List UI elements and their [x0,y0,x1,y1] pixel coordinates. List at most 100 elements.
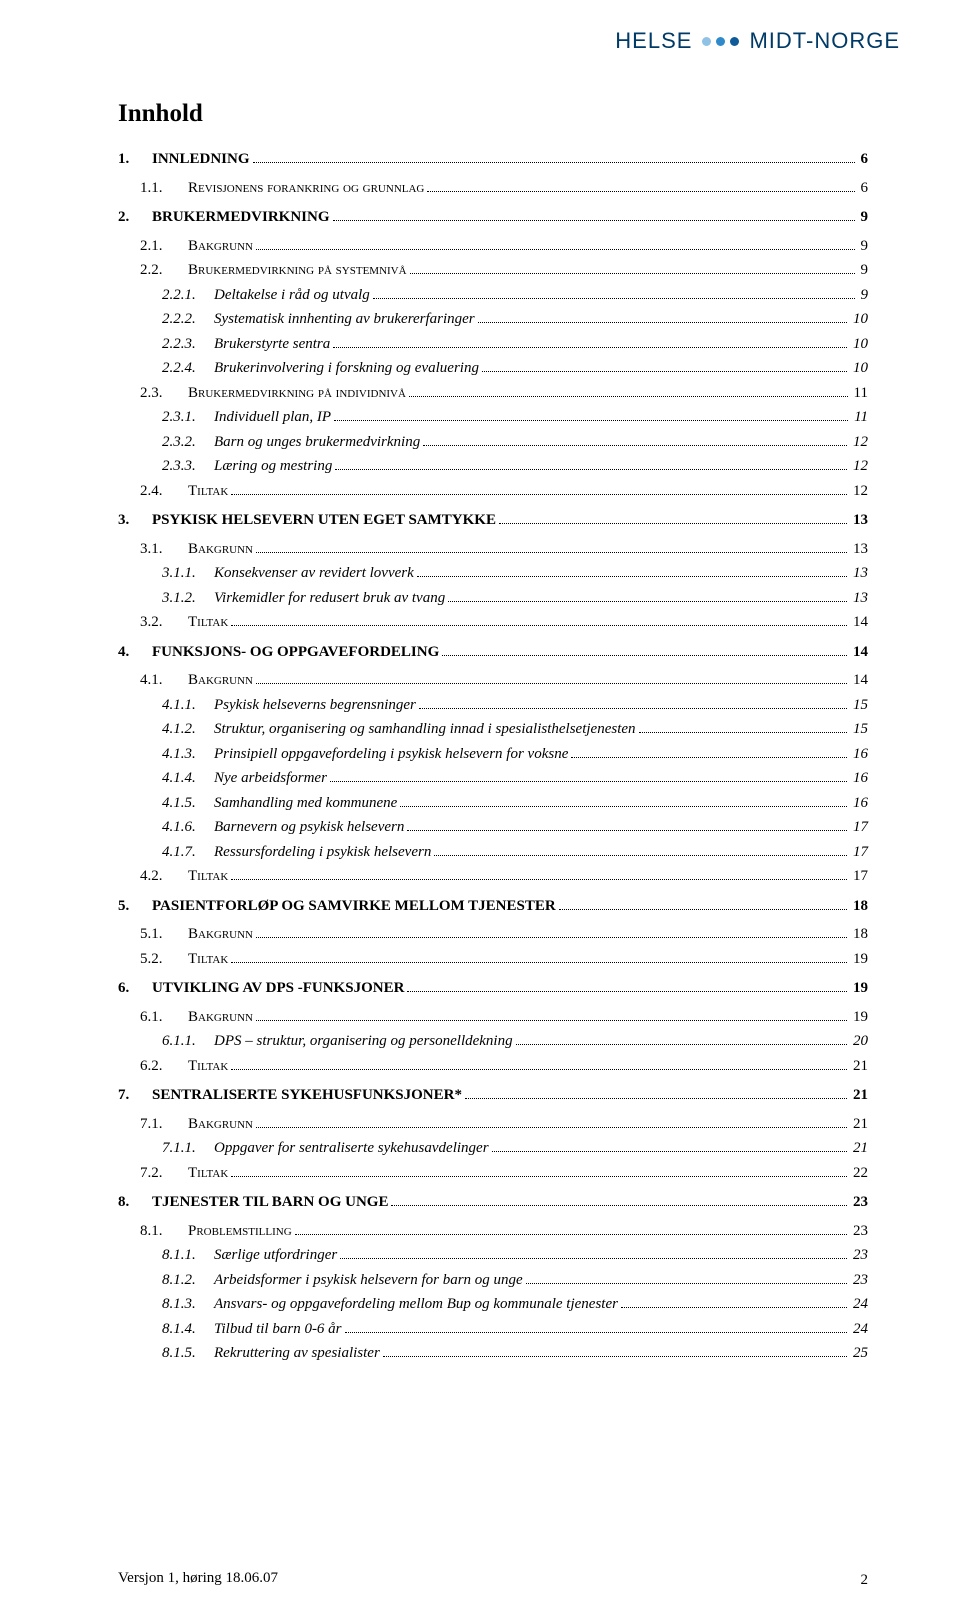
toc-entry[interactable]: 6.1.1.DPS – struktur, organisering og pe… [118,1030,868,1053]
toc-entry[interactable]: 2.4.Tiltak 12 [118,480,868,503]
toc-leader [256,1020,847,1021]
toc-label: Bakgrunn [188,669,253,692]
toc-label: Bakgrunn [188,1113,253,1136]
toc-entry[interactable]: 5.PASIENTFORLØP OG SAMVIRKE MELLOM TJENE… [118,895,868,918]
toc-number: 3. [118,509,152,532]
toc-entry[interactable]: 8.1.2.Arbeidsformer i psykisk helsevern … [118,1269,868,1292]
toc-entry[interactable]: 2.3.Brukermedvirkning på individnivå11 [118,382,868,405]
toc-label: Tiltak [188,1162,228,1185]
toc-page: 16 [850,743,868,766]
toc-entry[interactable]: 1.1.Revisjonens forankring og grunnlag6 [118,177,868,200]
toc-entry[interactable]: 4.1.3.Prinsipiell oppgavefordeling i psy… [118,743,868,766]
toc-leader [571,757,847,758]
toc-leader [253,162,855,163]
toc-entry[interactable]: 7.2.Tiltak22 [118,1162,868,1185]
toc-entry[interactable]: 4.1.4.Nye arbeidsformer 16 [118,767,868,790]
toc-entry[interactable]: 4.1.1.Psykisk helseverns begrensninger15 [118,694,868,717]
toc-entry[interactable]: 8.1.5.Rekruttering av spesialister25 [118,1342,868,1365]
toc-page: 19 [850,948,868,971]
toc-entry[interactable]: 2.3.3.Læring og mestring12 [118,455,868,478]
toc-label: Tiltak [188,480,228,503]
toc-number: 4. [118,641,152,664]
toc-number: 8.1.3. [162,1293,214,1316]
toc-entry[interactable]: 3.1.2.Virkemidler for redusert bruk av t… [118,587,868,610]
toc-label: BRUKERMEDVIRKNING [152,206,330,229]
toc-page: 23 [850,1269,868,1292]
toc-leader [448,601,847,602]
toc-label: Bakgrunn [188,923,253,946]
toc-entry[interactable]: 4.2.Tiltak17 [118,865,868,888]
toc-entry[interactable]: 6.2.Tiltak21 [118,1055,868,1078]
toc-entry[interactable]: 2.2.3.Brukerstyrte sentra10 [118,333,868,356]
logo-left: HELSE [615,28,692,54]
toc-entry[interactable]: 2.3.2.Barn og unges brukermedvirkning12 [118,431,868,454]
toc-page: 12 [850,480,868,503]
toc-entry[interactable]: 8.1.Problemstilling23 [118,1220,868,1243]
toc-label: Brukermedvirkning på individnivå [188,382,406,405]
toc-number: 4.1.4. [162,767,214,790]
toc-page: 6 [858,177,869,200]
toc-number: 2.3. [140,382,188,405]
toc-page: 15 [850,694,868,717]
toc-entry[interactable]: 3.2.Tiltak14 [118,611,868,634]
toc-entry[interactable]: 3.1.1.Konsekvenser av revidert lovverk13 [118,562,868,585]
toc-entry[interactable]: 4.1.5.Samhandling med kommunene16 [118,792,868,815]
toc-entry[interactable]: 8.1.3.Ansvars- og oppgavefordeling mello… [118,1293,868,1316]
toc-page: 16 [850,792,868,815]
toc-page: 9 [858,259,869,282]
toc-number: 8.1.2. [162,1269,214,1292]
toc-entry[interactable]: 3.PSYKISK HELSEVERN UTEN EGET SAMTYKKE13 [118,509,868,532]
toc-label: Brukermedvirkning på systemnivå [188,259,407,282]
toc-entry[interactable]: 2.BRUKERMEDVIRKNING9 [118,206,868,229]
toc-entry[interactable]: 7.1.1.Oppgaver for sentraliserte sykehus… [118,1137,868,1160]
toc-page: 16 [850,767,868,790]
toc-entry[interactable]: 2.2.Brukermedvirkning på systemnivå 9 [118,259,868,282]
toc-page: 23 [850,1244,868,1267]
toc-page: 18 [850,895,868,918]
toc-number: 2.2.3. [162,333,214,356]
toc-leader [295,1234,847,1235]
toc-entry[interactable]: 8.TJENESTER TIL BARN OG UNGE23 [118,1191,868,1214]
toc-entry[interactable]: 7.1.Bakgrunn21 [118,1113,868,1136]
version-text: Versjon 1, høring 18.06.07 [118,1570,278,1586]
toc-leader [465,1098,847,1099]
toc-entry[interactable]: 8.1.4.Tilbud til barn 0-6 år24 [118,1318,868,1341]
toc-number: 2.4. [140,480,188,503]
toc-label: Bakgrunn [188,538,253,561]
toc-entry[interactable]: 7.SENTRALISERTE SYKEHUSFUNKSJONER*21 [118,1084,868,1107]
toc-number: 3.1. [140,538,188,561]
toc-label: Tiltak [188,611,228,634]
toc-number: 6.2. [140,1055,188,1078]
toc-entry[interactable]: 2.2.1.Deltakelse i råd og utvalg9 [118,284,868,307]
toc-entry[interactable]: 5.1.Bakgrunn18 [118,923,868,946]
toc-entry[interactable]: 8.1.1.Særlige utfordringer23 [118,1244,868,1267]
toc-leader [559,909,847,910]
toc-entry[interactable]: 2.2.2.Systematisk innhenting av brukerer… [118,308,868,331]
toc-entry[interactable]: 6.1.Bakgrunn19 [118,1006,868,1029]
toc-entry[interactable]: 1.INNLEDNING6 [118,148,868,171]
brand-logo: HELSE MIDT-NORGE [615,28,900,54]
toc-number: 7.2. [140,1162,188,1185]
toc-entry[interactable]: 6.UTVIKLING AV DPS -FUNKSJONER19 [118,977,868,1000]
toc-page: 21 [850,1113,868,1136]
toc-entry[interactable]: 4.1.7.Ressursfordeling i psykisk helseve… [118,841,868,864]
toc-leader [516,1044,847,1045]
toc-entry[interactable]: 2.1.Bakgrunn9 [118,235,868,258]
toc-entry[interactable]: 5.2.Tiltak19 [118,948,868,971]
toc-entry[interactable]: 4.1.2.Struktur, organisering og samhandl… [118,718,868,741]
toc-entry[interactable]: 2.3.1.Individuell plan, IP11 [118,406,868,429]
toc-page: 17 [850,865,868,888]
toc-entry[interactable]: 3.1.Bakgrunn13 [118,538,868,561]
toc-leader [256,552,847,553]
toc-entry[interactable]: 2.2.4.Brukerinvolvering i forskning og e… [118,357,868,380]
toc-entry[interactable]: 4.1.6.Barnevern og psykisk helsevern17 [118,816,868,839]
logo-dot-1 [702,37,711,46]
toc-entry[interactable]: 4.FUNKSJONS- OG OPPGAVEFORDELING14 [118,641,868,664]
toc-leader [231,625,847,626]
toc-entry[interactable]: 4.1.Bakgrunn14 [118,669,868,692]
toc-leader [231,879,847,880]
toc-number: 2.2. [140,259,188,282]
toc-label: Nye arbeidsformer [214,767,327,790]
toc-leader [256,683,847,684]
toc-number: 6.1. [140,1006,188,1029]
